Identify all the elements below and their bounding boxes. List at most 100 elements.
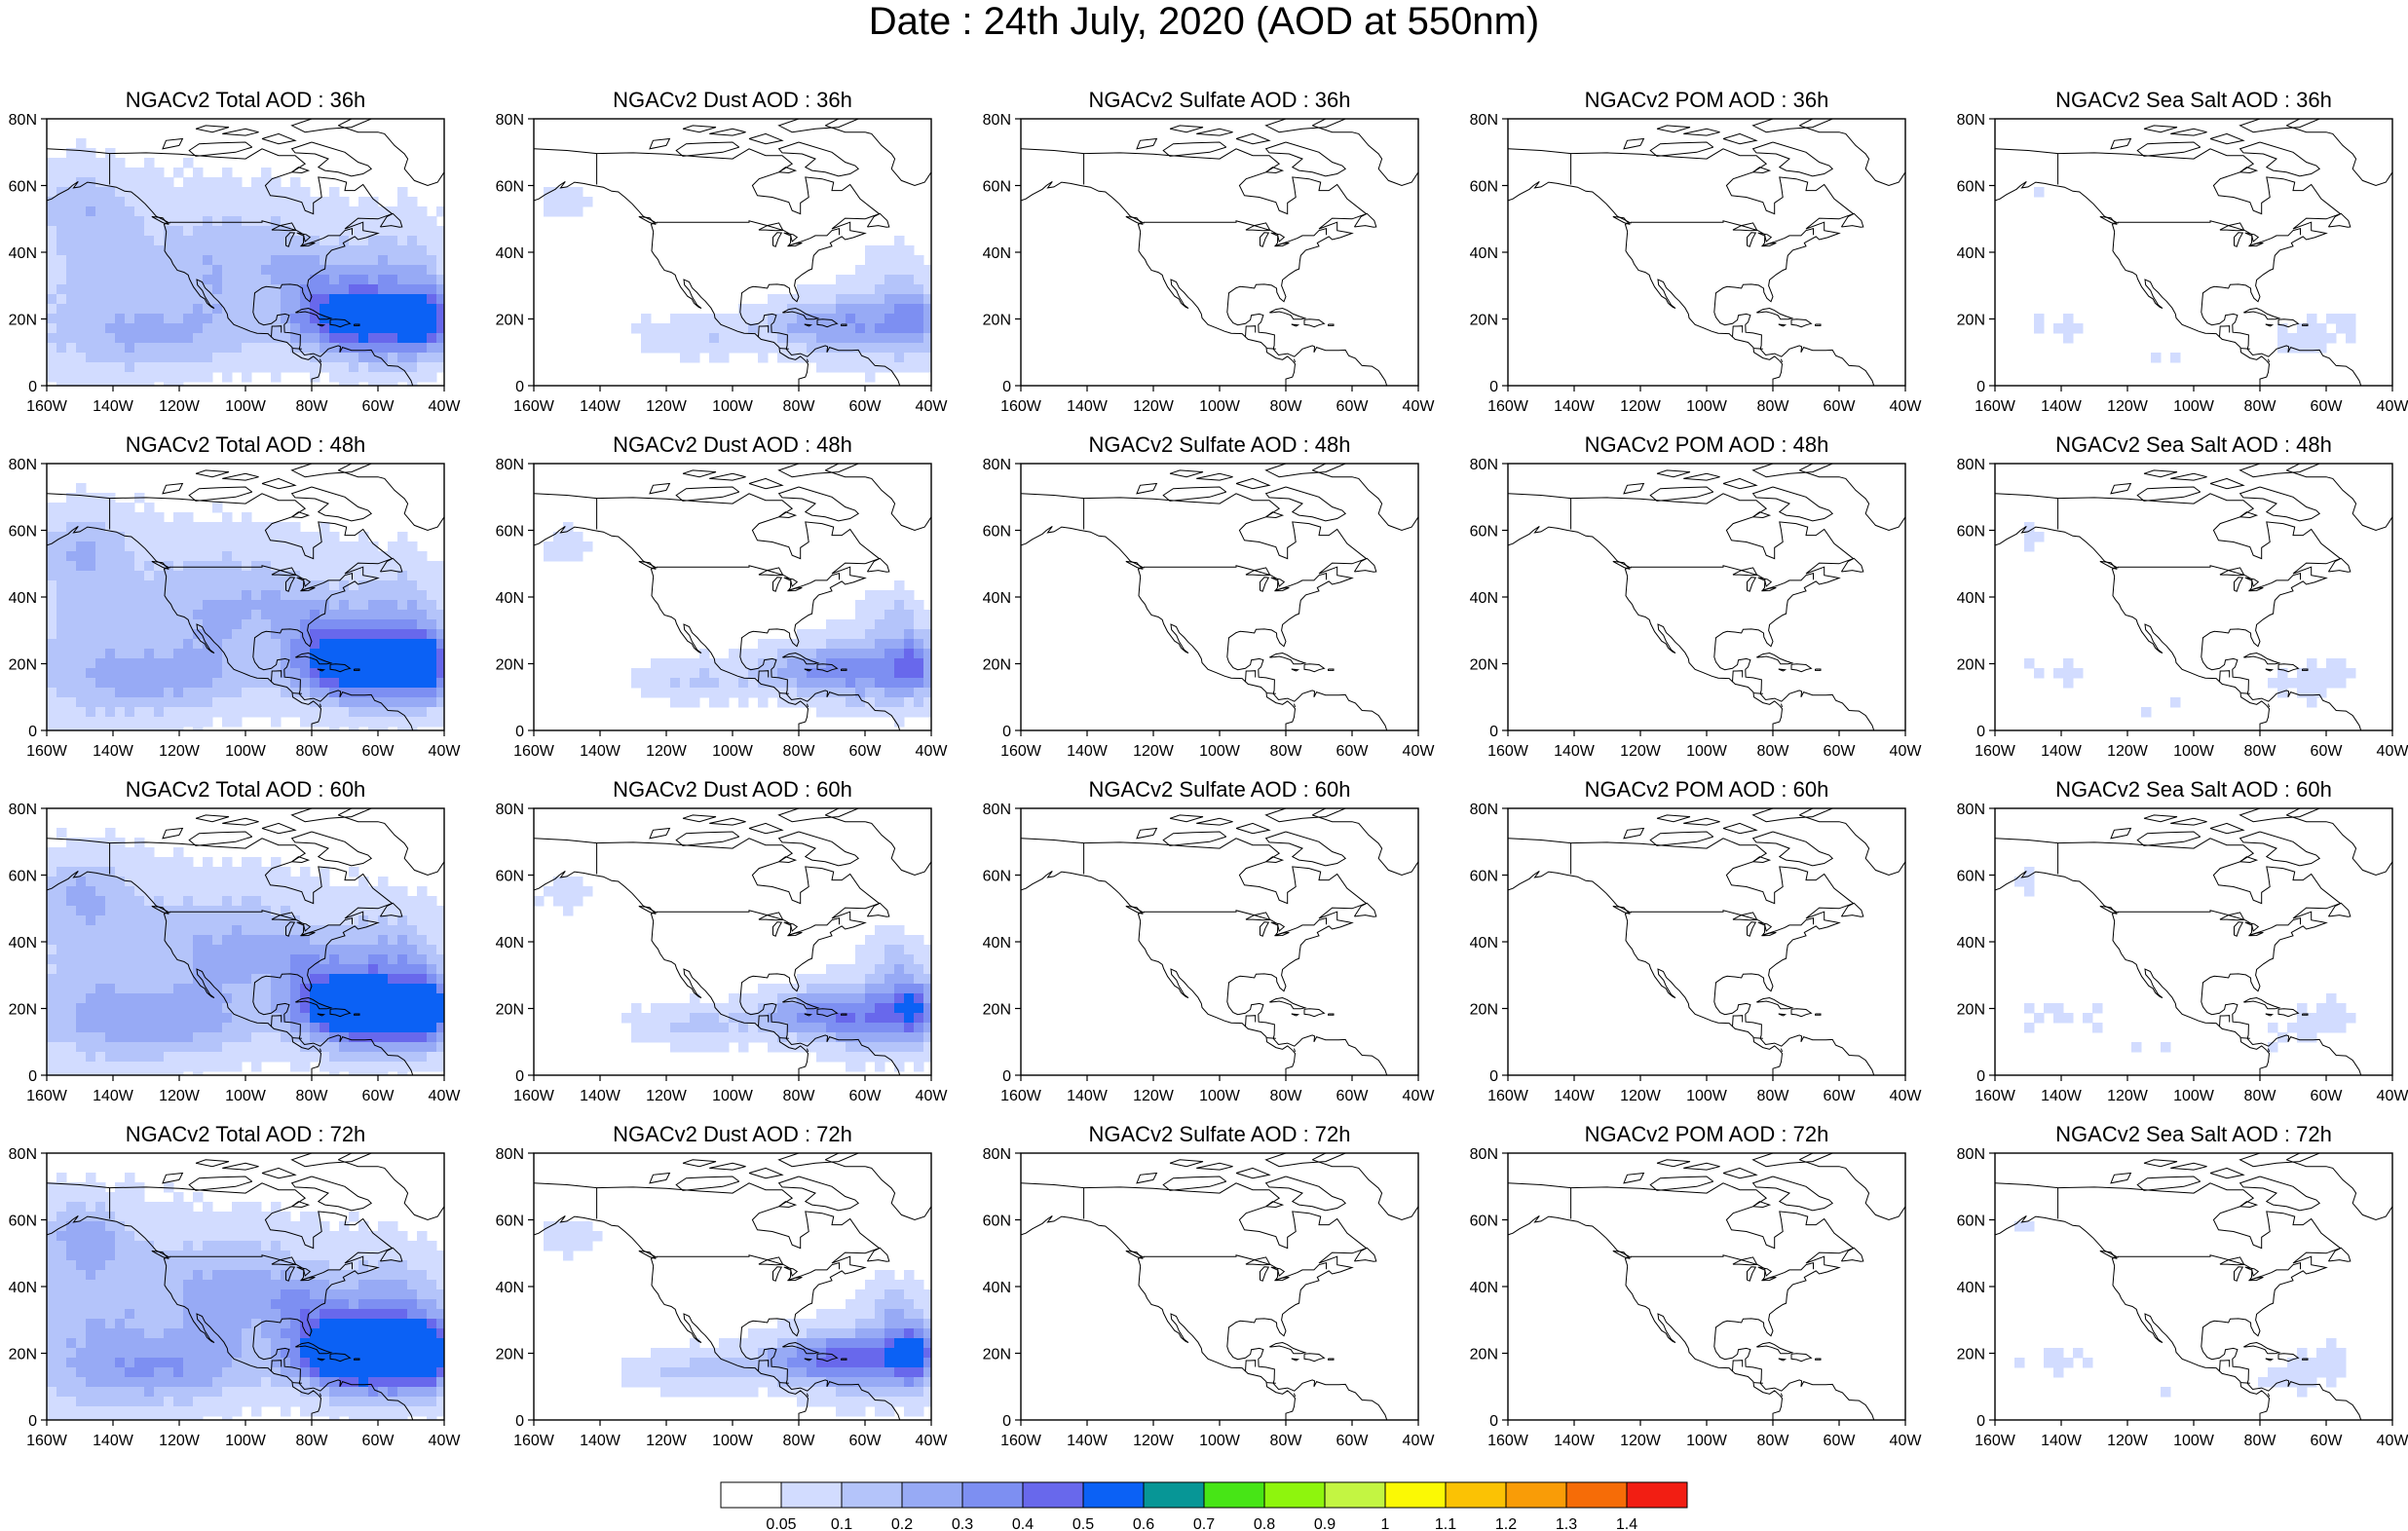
aod-cell: [349, 1003, 359, 1014]
aod-cell: [154, 1032, 165, 1043]
aod-cell: [349, 896, 359, 907]
aod-cell: [251, 580, 262, 591]
aod-cell: [2336, 314, 2347, 324]
aod-cell: [914, 984, 924, 994]
aod-cell: [397, 954, 408, 965]
coastline: [2248, 586, 2264, 592]
aod-cell: [261, 707, 272, 718]
aod-cell: [875, 314, 885, 324]
coastline: [2265, 1013, 2275, 1017]
aod-cell: [290, 1338, 301, 1349]
aod-cell: [2307, 323, 2317, 334]
aod-cell: [368, 197, 379, 207]
aod-cell: [651, 678, 661, 689]
aod-cell: [193, 1270, 204, 1281]
aod-cell: [66, 294, 77, 305]
aod-cell: [173, 935, 184, 946]
aod-cell: [310, 1348, 320, 1359]
aod-cell: [144, 707, 155, 718]
aod-cell: [407, 954, 418, 965]
aod-cell: [232, 867, 243, 878]
aod-cell: [826, 619, 837, 630]
aod-cell: [388, 639, 398, 650]
aod-cell: [329, 551, 340, 562]
aod-cell: [134, 1289, 145, 1300]
aod-cell: [203, 1023, 213, 1033]
aod-cell: [358, 265, 369, 276]
aod-cell: [2307, 678, 2317, 689]
aod-cell: [154, 226, 165, 237]
aod-cell: [86, 503, 96, 513]
lon-tick-label: 120W: [1620, 1088, 1662, 1104]
aod-cell: [875, 343, 885, 354]
aod-cell: [154, 265, 165, 276]
aod-cell: [846, 984, 856, 994]
coastline: [1815, 1013, 1822, 1016]
aod-cell: [2297, 333, 2308, 344]
aod-cell: [271, 610, 282, 620]
aod-cell: [729, 333, 739, 344]
lat-tick-label: 60N: [983, 524, 1011, 541]
aod-cell: [95, 600, 106, 611]
aod-cell: [2063, 658, 2074, 669]
aod-cell: [894, 619, 905, 630]
coastline: [2244, 577, 2260, 587]
aod-cell: [758, 1032, 769, 1043]
aod-cell: [47, 915, 57, 926]
aod-cell: [427, 1003, 437, 1014]
coastline: [1656, 814, 1691, 823]
aod-cell: [2307, 658, 2317, 669]
coastline: [1264, 486, 1347, 522]
aod-cell: [86, 1182, 96, 1193]
aod-cell: [56, 187, 67, 198]
aod-cell: [193, 333, 204, 344]
aod-cell: [281, 323, 291, 334]
aod-cell: [281, 964, 291, 975]
aod-cell: [164, 1319, 174, 1329]
aod-cell: [183, 314, 194, 324]
aod-cell: [86, 1280, 96, 1290]
aod-cell: [164, 1328, 174, 1339]
aod-cell: [105, 1367, 116, 1378]
aod-cell: [2053, 1013, 2064, 1024]
lat-tick-label: 60N: [1470, 524, 1498, 541]
aod-cell: [144, 639, 155, 650]
aod-cell: [670, 333, 681, 344]
aod-cell: [261, 993, 272, 1004]
lat-tick-label: 0: [28, 1068, 37, 1085]
aod-cell: [47, 177, 57, 188]
aod-cell: [95, 284, 106, 295]
aod-cell: [222, 304, 233, 315]
aod-cell: [368, 964, 379, 975]
aod-cell: [134, 275, 145, 285]
coastline: [1649, 831, 1714, 846]
aod-cell: [378, 877, 389, 887]
aod-cell: [2053, 323, 2064, 334]
aod-cell: [144, 1270, 155, 1281]
aod-cell: [320, 353, 330, 363]
aod-cell: [47, 1003, 57, 1014]
aod-cell: [105, 1032, 116, 1043]
aod-cell: [397, 255, 408, 266]
coastline: [777, 119, 859, 133]
aod-cell: [105, 323, 116, 334]
aod-cell: [417, 906, 428, 916]
lat-tick-label: 0: [515, 1068, 524, 1085]
aod-cell: [47, 197, 57, 207]
aod-cell: [242, 522, 252, 533]
lon-tick-label: 120W: [159, 398, 201, 415]
coastline: [1756, 996, 1794, 1010]
aod-cell: [2170, 697, 2181, 708]
aod-cell: [47, 1042, 57, 1053]
aod-cell: [339, 1023, 350, 1033]
aod-cell: [47, 857, 57, 868]
aod-cell: [125, 522, 135, 533]
aod-cell: [193, 1052, 204, 1063]
aod-cell: [183, 304, 194, 315]
aod-cell: [407, 600, 418, 611]
aod-cell: [212, 1212, 223, 1222]
aod-cell: [251, 1241, 262, 1251]
aod-cell: [232, 522, 243, 533]
aod-cell: [154, 964, 165, 975]
